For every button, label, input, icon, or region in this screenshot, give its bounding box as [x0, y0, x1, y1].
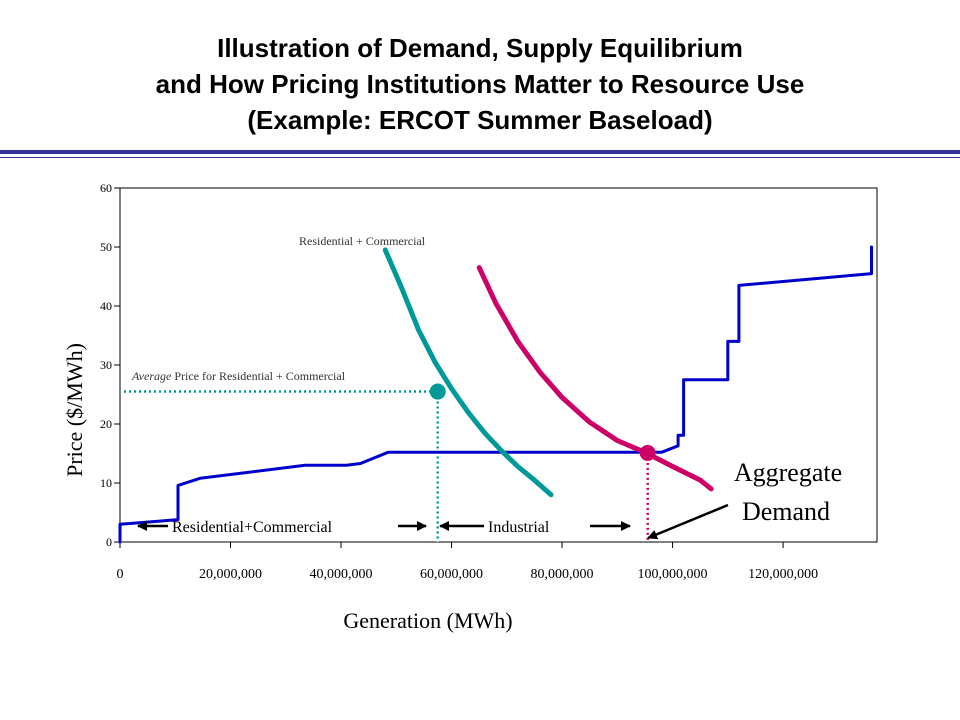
x-tick-label: 0: [117, 567, 124, 582]
x-axis-label: Generation (MWh): [343, 608, 512, 633]
title-rule-thin: [0, 157, 960, 158]
y-tick-label: 10: [100, 476, 112, 490]
x-tick-label: 40,000,000: [310, 567, 373, 582]
y-tick-label: 30: [100, 358, 112, 372]
res-com-segment-label: Residential+Commercial: [172, 519, 333, 536]
aggregate-label-line2: Demand: [742, 497, 830, 526]
x-tick-label: 80,000,000: [531, 567, 594, 582]
average-price-rest: Price for Residential + Commercial: [171, 369, 345, 383]
y-tick-label: 40: [100, 299, 112, 313]
equilibrium-points: [429, 383, 656, 461]
y-tick-label: 0: [106, 535, 112, 549]
x-tick-label: 60,000,000: [420, 567, 483, 582]
average-price-label: Average Price for Residential + Commerci…: [131, 369, 346, 383]
res-com-curve-label: Residential + Commercial: [299, 234, 426, 248]
title-line-1: Illustration of Demand, Supply Equilibri…: [217, 33, 743, 63]
plot-area: [119, 187, 878, 543]
y-tick-label: 20: [100, 417, 112, 431]
y-tick-label: 50: [100, 240, 112, 254]
x-tick-label: 120,000,000: [748, 567, 818, 582]
y-axis-label: Price ($/MWh): [62, 343, 87, 477]
title-line-3: (Example: ERCOT Summer Baseload): [247, 105, 713, 135]
aggregate-pointer-arrow: [647, 503, 729, 540]
aggregate-equilibrium-point: [639, 444, 656, 461]
x-tick-label: 20,000,000: [199, 567, 262, 582]
x-tick-label: 100,000,000: [638, 567, 708, 582]
residential-equilibrium-point: [429, 383, 446, 400]
aggregate-label-line1: Aggregate: [734, 458, 842, 487]
aggregate-demand-curve: [476, 265, 714, 492]
industrial-segment-label: Industrial: [488, 519, 550, 536]
x-axis: 0 20,000,000 40,000,000 60,000,000 80,000,00…: [117, 542, 818, 582]
title-block: Illustration of Demand, Supply Equilibri…: [0, 30, 960, 138]
y-axis: 0 10 20 30 40 50 60: [100, 181, 120, 549]
title-rule-thick: [0, 150, 960, 154]
residential-commercial-demand-curve: [382, 247, 554, 498]
title-line-2: and How Pricing Institutions Matter to R…: [155, 69, 805, 99]
series-layer: [118, 245, 873, 544]
supply-curve: [118, 245, 873, 544]
average-word: Average: [131, 369, 172, 383]
y-tick-label: 60: [100, 181, 112, 195]
